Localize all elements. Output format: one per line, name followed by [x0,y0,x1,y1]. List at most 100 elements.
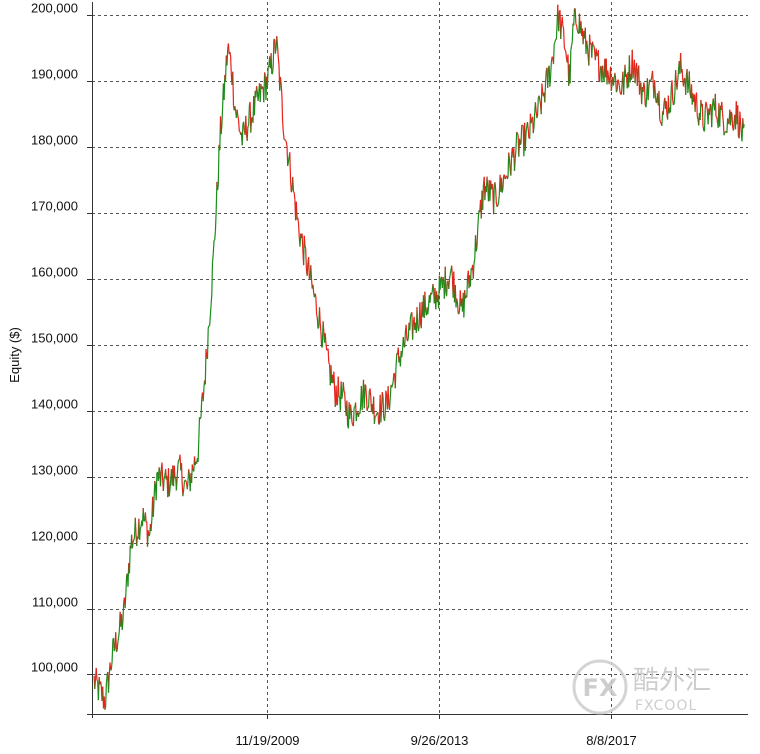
equity-line-segment [636,70,639,87]
equity-line-segment [304,245,307,249]
watermark-logo-icon [572,659,628,715]
equity-line-segment [94,679,97,690]
equity-line-segment [384,390,387,415]
equity-line-segment [695,92,698,117]
equity-line-segment [607,70,609,76]
equity-line-segment [167,468,170,497]
equity-line-segment [154,481,157,486]
equity-line-segment [687,83,690,93]
equity-line-segment [197,439,200,462]
equity-line-segment [723,132,726,136]
equity-line-segment [555,23,558,40]
equity-line-segment [709,103,712,106]
equity-line-segment [612,78,615,86]
equity-line-segment [739,111,742,123]
equity-line-segment [122,602,125,621]
equity-line-segment [401,350,404,358]
equity-line-segment [389,384,392,398]
equity-line-segment [105,675,108,683]
equity-line-segment [419,302,422,324]
equity-line-segment [368,391,370,408]
equity-line-segment [388,397,391,410]
equity-line-segment [245,115,248,135]
equity-line-segment [456,298,458,303]
equity-line-segment [282,131,285,140]
equity-line-segment [508,158,511,171]
equity-line-segment [115,632,118,652]
equity-line-segment [131,542,134,549]
equity-line-segment [333,371,336,390]
equity-line-segment [211,262,214,295]
equity-line-segment [185,480,188,483]
equity-line-segment [214,231,216,240]
equity-line-segment [532,126,535,134]
y-tick-label: 100,000 [31,660,78,675]
equity-line-segment [256,86,258,92]
equity-line-segment [742,124,745,129]
equity-line-segment [391,381,394,386]
equity-line-segment [139,528,141,540]
equity-line-segment [477,216,479,230]
equity-line-segment [377,412,380,424]
equity-line-segment [669,86,672,113]
equity-line-segment [506,177,509,180]
equity-line-segment [681,69,684,81]
equity-line-segment [161,462,164,481]
equity-line-segment [618,85,621,92]
equity-line-segment [404,331,406,348]
equity-line-segment [290,189,293,193]
equity-line-segment [320,331,323,347]
equity-line-segment [316,313,318,319]
equity-line-segment [719,105,721,127]
equity-line-segment [624,64,627,77]
equity-line-segment [250,117,253,133]
equity-line-segment [680,52,682,73]
equity-line-segment [623,78,625,95]
equity-line-segment [290,182,292,193]
equity-line-segment [163,475,166,479]
equity-line-segment [576,30,579,34]
equity-line-segment [497,202,500,206]
equity-line-segment [530,119,533,124]
equity-line-segment [316,318,319,329]
equity-line-segment [382,396,385,418]
equity-line-segment [115,649,118,653]
equity-line-segment [159,469,162,487]
equity-line-segment [276,36,279,48]
y-tick-label: 130,000 [31,463,78,478]
equity-line-segment [202,388,205,402]
equity-line-segment [617,79,619,81]
equity-line-segment [158,467,161,472]
equity-line-segment [525,126,528,132]
equity-line-segment [526,121,529,130]
equity-line-segment [708,103,711,116]
equity-line-segment [279,76,282,86]
grid-lines [92,2,748,714]
equity-line-segment [297,217,300,223]
equity-line-segment [375,412,378,415]
equity-line-segment [550,56,553,63]
equity-line-segment [494,182,497,190]
equity-line-segment [286,145,289,166]
equity-line-segment [538,95,541,100]
equity-line-segment [551,56,554,59]
equity-line-segment [346,400,349,426]
equity-line-segment [475,247,478,252]
equity-line-segment [351,422,354,426]
equity-line-segment [306,262,309,276]
equity-line-segment [308,257,310,279]
equity-line-segment [561,16,564,26]
y-tick-label: 160,000 [31,265,78,280]
y-tick-label: 120,000 [31,529,78,544]
equity-line-segment [188,469,190,475]
equity-line-segment [507,152,510,178]
equity-line-segment [281,94,284,122]
equity-line-segment [537,97,539,116]
equity-line-segment [427,307,430,315]
equity-line-segment [241,124,244,146]
equity-line-segment [673,103,675,106]
equity-line-segment [280,85,283,96]
equity-line-segment [180,463,183,485]
equity-line-segment [183,482,185,490]
